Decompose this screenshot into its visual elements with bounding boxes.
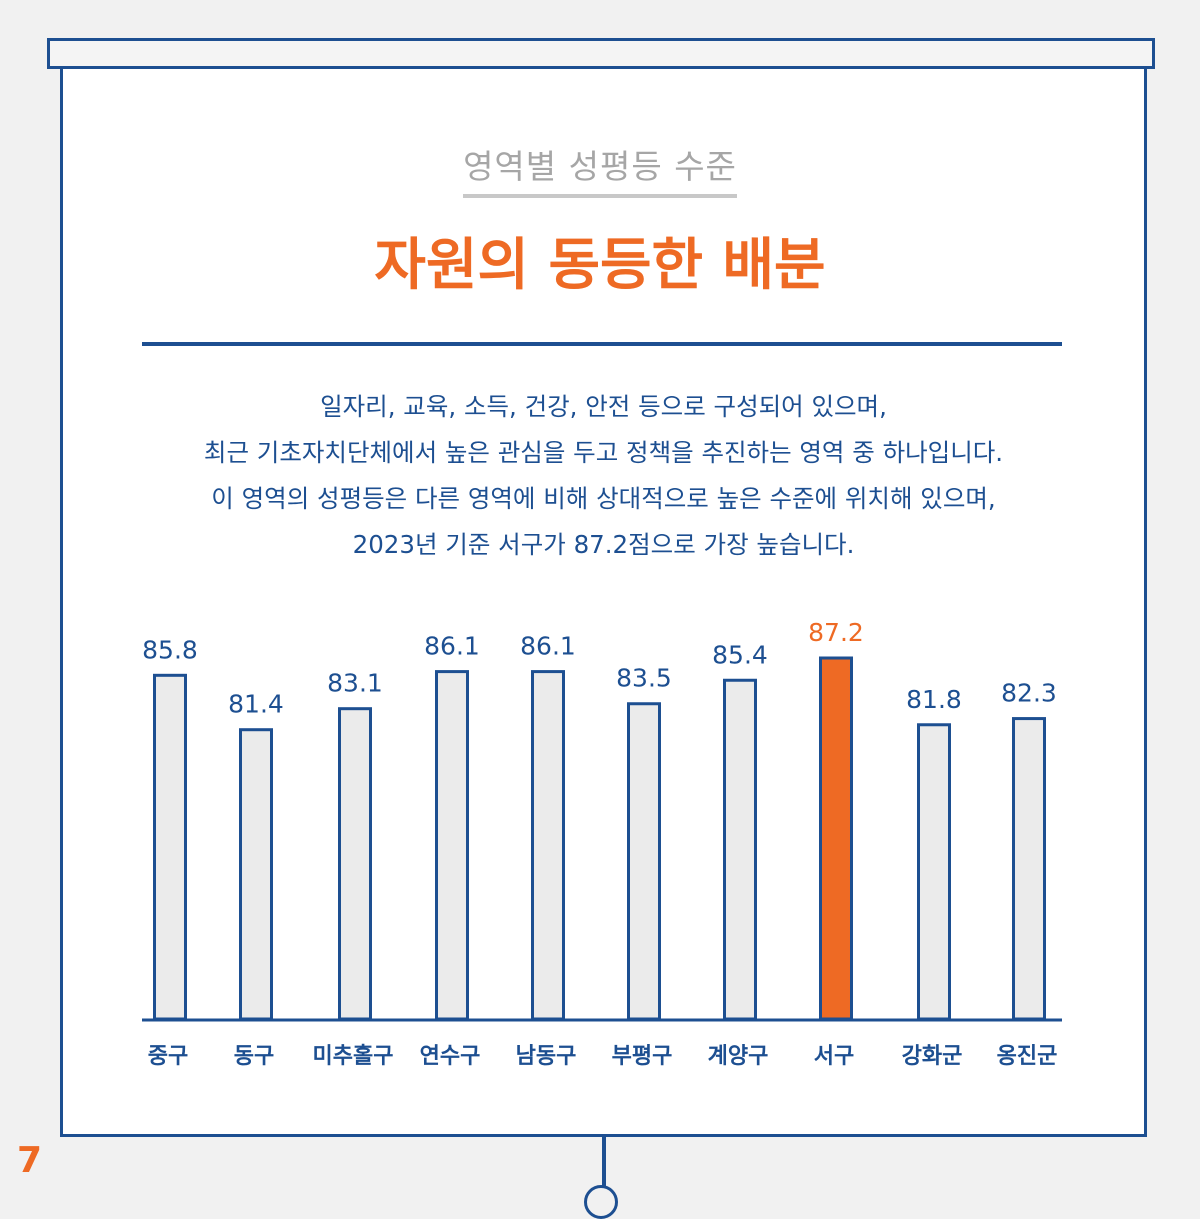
board-stand (602, 1137, 606, 1187)
description-line-2: 최근 기초자치단체에서 높은 관심을 두고 정책을 추진하는 영역 중 하나입니… (203, 438, 1004, 467)
category-label-5: 남동구 (516, 1044, 577, 1069)
category-label-6: 부평구 (612, 1044, 673, 1069)
subtitle-text: 영역별 성평등 수준 (463, 140, 737, 198)
description-line-4: 2023년 기준 서구가 87.2점으로 가장 높습니다. (352, 530, 855, 559)
page-title: 자원의 동등한 배분 (374, 233, 826, 298)
bar-8 (819, 656, 853, 1021)
description-line-3: 이 영역의 성평등은 다른 영역에 비해 상대적으로 높은 수준에 위치해 있으… (211, 484, 996, 513)
category-label-1: 중구 (148, 1044, 188, 1069)
bar-9 (917, 723, 951, 1021)
data-label-2: 81.4 (228, 690, 284, 719)
data-label-9: 81.8 (906, 685, 962, 714)
category-label-3: 미추홀구 (313, 1043, 394, 1069)
section-subtitle: 영역별 성평등 수준 (0, 140, 1200, 198)
category-label-8: 서구 (814, 1044, 854, 1069)
bar-2 (239, 728, 273, 1021)
bar-1 (153, 673, 187, 1021)
page-number: 7 (17, 1140, 43, 1181)
category-label-9: 강화군 (902, 1044, 963, 1069)
category-label-2: 동구 (234, 1044, 274, 1069)
bar-3 (338, 707, 372, 1021)
title-divider (142, 342, 1062, 346)
description: 일자리, 교육, 소득, 건강, 안전 등으로 구성되어 있으며, 최근 기초자… (60, 384, 1147, 568)
data-label-8: 87.2 (808, 618, 864, 647)
category-label-7: 계양구 (708, 1044, 769, 1069)
data-label-1: 85.8 (142, 635, 198, 664)
category-label-10: 옹진군 (997, 1044, 1058, 1069)
bar-10 (1012, 717, 1046, 1021)
data-label-10: 82.3 (1001, 679, 1057, 708)
bar-5 (531, 670, 565, 1021)
board-top-bar (47, 38, 1155, 69)
data-label-6: 83.5 (616, 664, 672, 693)
bar-6 (627, 702, 661, 1021)
bar-4 (435, 670, 469, 1021)
data-label-3: 83.1 (327, 669, 383, 698)
data-label-5: 86.1 (520, 632, 576, 661)
category-label-4: 연수구 (420, 1044, 481, 1069)
bar-7 (723, 678, 757, 1021)
data-label-7: 85.4 (712, 640, 768, 669)
description-line-1: 일자리, 교육, 소득, 건강, 안전 등으로 구성되어 있으며, (320, 392, 887, 421)
data-label-4: 86.1 (424, 632, 480, 661)
